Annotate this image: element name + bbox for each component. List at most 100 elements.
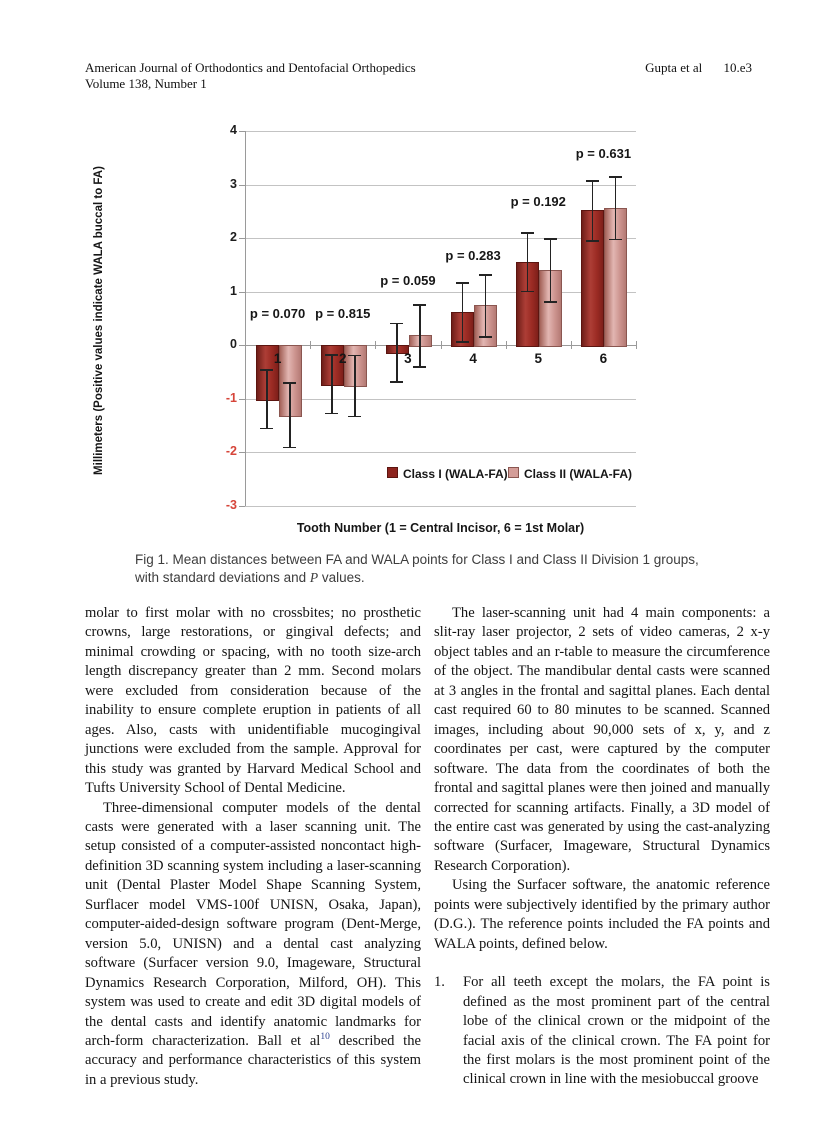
y-axis-tick-mark [239,398,245,400]
error-bar-cap-top [390,322,404,325]
error-bar-cap-top [325,354,339,356]
error-bar-cap-bottom [543,301,557,303]
gridline-y-3 [245,505,636,507]
fig1-caption: Fig 1. Mean distances between FA and WAL… [135,551,717,587]
error-bar-line [591,180,594,241]
fig1-caption-p-italic: P [309,570,319,585]
y-axis-tick-label: 4 [230,123,237,137]
error-bar-cap-bottom [283,446,297,449]
left-paragraph-2-text: Three-dimensional computer models of the… [85,799,421,1049]
reference-10-link[interactable]: 10 [320,1032,330,1043]
p-value-label-tooth5: p = 0.192 [510,194,566,210]
y-axis-tick-mark [239,291,245,293]
y-axis-tick-label: 0 [230,337,237,351]
error-bar-line [354,354,356,416]
error-bar-cap-top [520,232,534,234]
error-bar-line [266,369,268,428]
legend-entry-class2: Class II (WALA-FA) [508,467,632,481]
left-paragraph-2-text-end: described the accuracy and performance c… [85,1032,422,1088]
error-bar-line [484,274,487,337]
y-axis-line [245,131,246,506]
error-bar-line [396,322,398,382]
x-axis-tick-mark [310,341,312,349]
left-paragraph-2: Three-dimensional computer models of the… [85,799,421,1091]
legend-label: Class II (WALA-FA) [524,467,633,481]
x-axis-category-label: 1 [273,351,282,366]
y-axis-tick-mark [239,505,245,507]
x-axis-tick-mark [375,341,377,349]
header-authors: Gupta et al [645,60,703,75]
error-bar-cap-bottom [325,412,339,415]
error-bar-line [419,304,421,367]
y-axis-tick-label: 3 [230,176,237,191]
legend-entry-class1: Class I (WALA-FA) [387,467,508,481]
legend-label: Class I (WALA-FA) [403,467,508,481]
error-bar-cap-top [478,274,492,276]
header-left: American Journal of Orthodontics and Den… [85,60,416,92]
error-bar-line [614,176,617,239]
journal-name: American Journal of Orthodontics and Den… [85,60,416,75]
error-bar-cap-top [413,304,427,306]
x-axis-category-label: 2 [338,351,347,366]
legend-swatch-icon [508,467,519,478]
gridline-y4 [245,131,636,132]
y-axis-tick-label: 1 [230,283,237,298]
y-axis-tick-mark [239,131,245,132]
right-paragraph-1: The laser-scanning unit had 4 main compo… [434,605,770,874]
error-bar-cap-top [455,282,469,284]
error-bar-cap-top [608,176,622,178]
error-bar-cap-top [283,382,297,384]
x-axis-tick-mark [636,341,637,349]
x-axis-tick-mark [440,341,442,349]
x-axis-tick-mark [505,341,507,349]
gridline-y3 [245,184,636,186]
error-bar-cap-bottom [608,238,622,241]
y-axis-title: Millimeters (Positive values indicate WA… [93,166,105,475]
header-right: Gupta et al 10.e3 [645,60,752,76]
error-bar-line [461,282,464,342]
error-bar-line [549,238,552,302]
list-item-text: For all teeth except the molars, the FA … [463,974,770,1088]
p-value-label-tooth1: p = 0.070 [249,305,306,321]
error-bar-cap-bottom [260,427,274,430]
error-bar-cap-top [585,180,599,182]
left-paragraph-1: molar to first molar with no crossbites;… [85,605,421,797]
gridline-y1 [245,291,636,293]
error-bar-line [526,232,529,291]
p-value-label-tooth4: p = 0.283 [445,247,501,263]
error-bar-cap-bottom [348,415,362,418]
p-value-label-tooth6: p = 0.631 [575,146,632,162]
y-axis-tick-label: -2 [225,444,237,458]
left-column: molar to first molar with no crossbites;… [85,604,421,1090]
p-value-label-tooth3: p = 0.059 [380,273,436,289]
fig1-caption-body: Mean distances between FA and WALA point… [135,552,699,585]
gridline-y-2 [245,452,636,453]
error-bar-cap-top [260,369,274,371]
right-column: The laser-scanning unit had 4 main compo… [434,604,770,1090]
x-axis-title: Tooth Number (1 = Central Incisor, 6 = 1… [296,520,585,535]
error-bar-cap-bottom [478,336,492,338]
x-axis-tick-mark [245,341,246,349]
legend-swatch-icon [387,467,398,478]
list-item-number: 1. [434,974,445,991]
error-bar-cap-top [543,238,557,240]
error-bar-cap-top [348,354,362,357]
y-axis-tick-mark [239,345,245,346]
gridline-y2 [245,238,636,239]
fig1-caption-end: values. [318,570,365,585]
error-bar-cap-bottom [520,290,534,293]
p-value-label-tooth2: p = 0.815 [315,305,371,321]
y-axis-tick-mark [239,452,245,453]
right-paragraph-2: Using the Surfacer software, the anatomi… [434,877,770,952]
y-axis-tick-label: 2 [230,230,237,244]
gridline-y-1 [245,398,636,400]
x-axis-tick-mark [570,341,572,349]
fig1-bar-chart: 4 3 2 1 0 -1 -2 -3 p = 0.070 1 p = 0.815 2 p = 0.059… [93,118,710,548]
x-axis-category-label: 4 [469,351,477,366]
x-axis-category-label: 5 [534,351,543,366]
error-bar-cap-bottom [390,381,404,383]
error-bar-line [289,382,291,447]
journal-volume: Volume 138, Number 1 [85,76,207,91]
fig1-caption-label: Fig 1. [135,552,169,567]
